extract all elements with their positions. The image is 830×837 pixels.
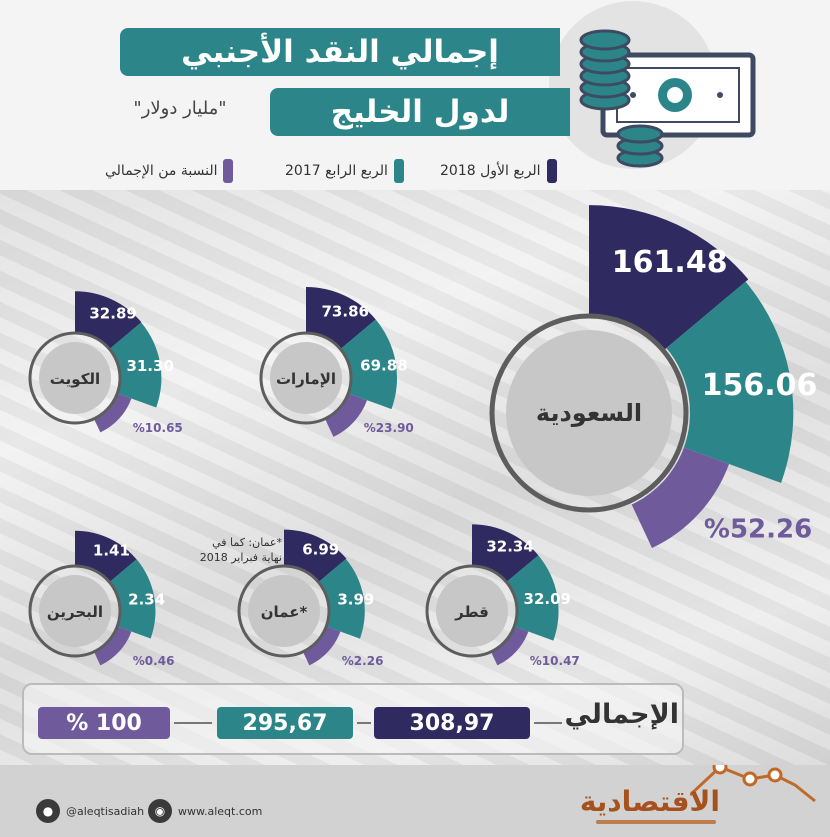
- label-q1-2018-uae: 73.86: [322, 302, 369, 320]
- label-q1-2018-qatar: 32.34: [486, 538, 533, 556]
- wedge-q1-2018-uae: [306, 287, 376, 350]
- legend-label-q4-2017: الربع الرابع 2017: [285, 163, 388, 179]
- label-q1-2018-saudi: 161.48: [612, 245, 728, 280]
- total-panel: % 100 295,67 308,97 الإجمالي: [22, 683, 684, 755]
- legend-item-q1-2018: الربع الأول 2018: [440, 158, 557, 184]
- wedge-share-bahrain: [94, 626, 132, 666]
- footer: ● @aleqtisadiah ◉ www.aleqt.com الاقتصاد…: [0, 765, 830, 837]
- country-ring-saudi: [489, 313, 689, 513]
- twitter-icon: ●: [36, 799, 60, 823]
- label-q1-2018-oman: 6.99: [302, 541, 339, 559]
- legend-item-share: النسبة من الإجمالي: [105, 158, 234, 184]
- country-group-oman: 6.99 3.99 %2.26 *عمان: [237, 529, 384, 668]
- wedge-share-kuwait: [94, 393, 132, 433]
- country-name-bahrain: البحرين: [47, 603, 103, 621]
- total-divider: [534, 722, 562, 724]
- wedge-q4-2017-bahrain: [110, 559, 156, 639]
- legend-item-q4-2017: الربع الرابع 2017: [285, 158, 404, 184]
- twitter-link[interactable]: ● @aleqtisadiah: [36, 799, 144, 823]
- label-q4-2017-bahrain: 2.34: [128, 591, 165, 609]
- unit-subtitle: "مليار دولار": [133, 98, 227, 119]
- country-ring-qatar: [425, 564, 519, 658]
- label-q1-2018-bahrain: 1.41: [93, 541, 130, 559]
- wedge-q4-2017-oman: [319, 559, 365, 639]
- country-disc-kuwait: [39, 342, 111, 414]
- website-url: www.aleqt.com: [178, 804, 263, 818]
- label-share-oman: %2.26: [342, 654, 384, 668]
- legend-swatch-share: [223, 159, 234, 183]
- wedge-share-qatar: [491, 626, 529, 666]
- legend-label-share: النسبة من الإجمالي: [105, 163, 218, 179]
- wedge-q4-2017-uae: [341, 319, 398, 410]
- oman-footnote: *عمان: كما في نهاية فبراير 2018: [199, 536, 282, 564]
- country-ring-kuwait: [28, 331, 122, 425]
- brand-logo: الاقتصادية: [579, 785, 720, 818]
- country-name-saudi: السعودية: [536, 399, 642, 427]
- money-coins-icon: [549, 1, 756, 169]
- wedge-share-oman: [303, 626, 341, 666]
- wedge-share-uae: [325, 393, 368, 437]
- country-disc-uae: [270, 342, 342, 414]
- title-line-2: لدول الخليج: [270, 88, 570, 136]
- label-q4-2017-uae: 69.88: [360, 357, 407, 375]
- country-ring-oman: [237, 564, 331, 658]
- title-line-1: إجمالي النقد الأجنبي: [120, 28, 560, 76]
- reserves-radial-chart: 161.48 156.06 %52.26 السعودية 73.86 69.88 %23.…: [28, 205, 818, 668]
- label-share-saudi: %52.26: [704, 514, 812, 544]
- wedge-q4-2017-qatar: [507, 555, 559, 641]
- label-q4-2017-saudi: 156.06: [702, 368, 818, 403]
- country-name-uae: الإمارات: [276, 370, 336, 388]
- legend-label-q1-2018: الربع الأول 2018: [440, 163, 541, 179]
- label-q4-2017-kuwait: 31.30: [126, 357, 173, 375]
- total-divider: [357, 722, 371, 724]
- label-share-bahrain: %0.46: [133, 654, 175, 668]
- country-group-saudi: 161.48 156.06 %52.26 السعودية: [489, 205, 818, 549]
- trend-line-icon: [690, 765, 816, 803]
- country-disc-saudi: [506, 330, 672, 496]
- brand-tagline-bar: [596, 820, 716, 824]
- wedge-q1-2018-saudi: [589, 205, 749, 350]
- wedge-q4-2017-kuwait: [110, 322, 162, 408]
- legend-swatch-q1-2018: [546, 159, 557, 183]
- country-group-kuwait: 32.89 31.30 %10.65 الكويت: [28, 291, 183, 435]
- label-share-qatar: %10.47: [530, 654, 580, 668]
- country-group-qatar: 32.34 32.09 %10.47 قطر: [425, 524, 580, 668]
- label-share-kuwait: %10.65: [133, 421, 183, 435]
- legend: الربع الأول 2018 الربع الرابع 2017 النسب…: [90, 158, 560, 184]
- total-q4-2017-value: 295,67: [217, 707, 353, 739]
- country-disc-bahrain: [39, 575, 111, 647]
- country-ring-uae: [259, 331, 353, 425]
- total-divider: [174, 722, 212, 724]
- country-ring-bahrain: [28, 564, 122, 658]
- total-label: الإجمالي: [564, 699, 679, 730]
- country-name-qatar: قطر: [454, 603, 489, 621]
- total-share-value: % 100: [38, 707, 170, 739]
- country-name-oman: *عمان: [261, 603, 308, 621]
- globe-icon: ◉: [148, 799, 172, 823]
- country-group-bahrain: 1.41 2.34 %0.46 البحرين: [28, 530, 175, 668]
- label-q1-2018-kuwait: 32.89: [89, 305, 136, 323]
- website-link[interactable]: ◉ www.aleqt.com: [148, 799, 262, 823]
- label-q4-2017-oman: 3.99: [337, 591, 374, 609]
- label-q4-2017-qatar: 32.09: [524, 590, 571, 608]
- country-disc-oman: [248, 575, 320, 647]
- legend-swatch-q4-2017: [393, 159, 404, 183]
- country-disc-qatar: [436, 575, 508, 647]
- total-q1-2018-value: 308,97: [374, 707, 530, 739]
- label-share-uae: %23.90: [364, 421, 414, 435]
- twitter-handle: @aleqtisadiah: [66, 804, 145, 818]
- country-group-uae: 73.86 69.88 %23.90 الإمارات: [259, 287, 414, 437]
- country-name-kuwait: الكويت: [50, 370, 100, 388]
- wedge-q4-2017-saudi: [666, 281, 794, 483]
- wedge-share-saudi: [631, 447, 730, 549]
